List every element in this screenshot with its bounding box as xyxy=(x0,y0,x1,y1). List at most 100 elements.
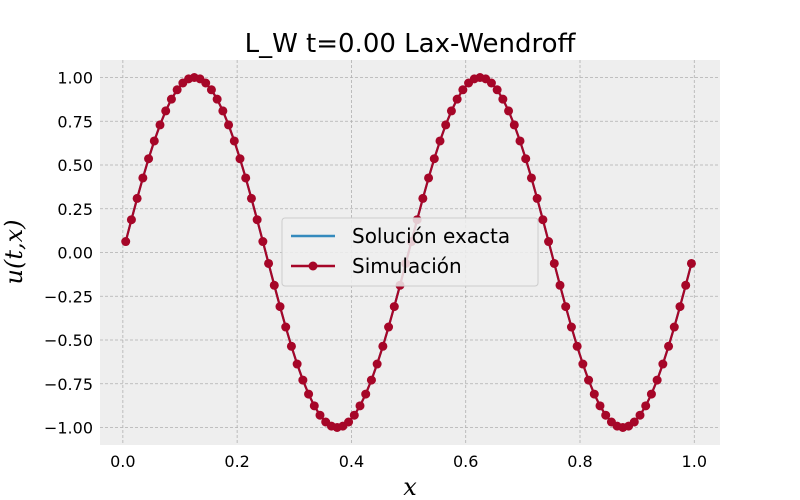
x-tick-label: 0.8 xyxy=(567,452,592,471)
data-point xyxy=(286,341,296,351)
y-tick-label: 1.00 xyxy=(57,69,93,88)
data-point xyxy=(149,136,159,146)
data-point xyxy=(121,237,131,247)
data-point xyxy=(144,154,154,164)
data-point xyxy=(578,359,588,369)
data-point xyxy=(246,193,256,203)
data-point xyxy=(515,136,525,146)
data-point xyxy=(269,280,279,290)
data-point xyxy=(532,193,542,203)
data-point xyxy=(349,410,359,420)
data-point xyxy=(549,258,559,268)
data-point xyxy=(378,341,388,351)
data-point xyxy=(561,302,571,312)
data-point xyxy=(384,322,394,332)
data-point xyxy=(235,154,245,164)
data-point xyxy=(389,302,399,312)
data-point xyxy=(658,359,668,369)
data-point xyxy=(241,173,251,183)
data-point xyxy=(601,410,611,420)
x-tick-label: 0.6 xyxy=(453,452,478,471)
data-point xyxy=(166,94,176,104)
data-point xyxy=(492,85,502,95)
data-point xyxy=(229,136,239,146)
x-tick-label: 1.0 xyxy=(682,452,707,471)
data-point xyxy=(572,341,582,351)
data-point xyxy=(201,78,211,88)
data-point xyxy=(681,280,691,290)
data-point xyxy=(486,78,496,88)
data-point xyxy=(435,136,445,146)
data-point xyxy=(452,94,462,104)
y-tick-label: 0.50 xyxy=(57,156,93,175)
data-point xyxy=(355,401,365,411)
data-point xyxy=(292,359,302,369)
data-point xyxy=(304,389,314,399)
data-point xyxy=(361,389,371,399)
data-point xyxy=(258,237,268,247)
y-tick-label: −0.50 xyxy=(44,331,93,350)
data-point xyxy=(652,375,662,385)
data-point xyxy=(526,173,536,183)
y-tick-label: 0.25 xyxy=(57,200,93,219)
chart-title: L_W t=0.00 Lax-Wendroff xyxy=(245,29,577,59)
legend-label-exact: Solución exacta xyxy=(352,224,510,248)
x-tick-label: 0.4 xyxy=(339,452,364,471)
data-point xyxy=(252,215,262,225)
data-point xyxy=(418,193,428,203)
data-point xyxy=(264,258,274,268)
y-tick-label: −0.75 xyxy=(44,375,93,394)
data-point xyxy=(504,106,514,116)
data-point xyxy=(212,94,222,104)
data-point xyxy=(641,401,651,411)
x-axis-label: x xyxy=(403,473,417,500)
data-point xyxy=(155,120,165,130)
y-ticks: −1.00 −0.75 −0.50 −0.25 0.00 0.25 0.50 0.75 1.00 xyxy=(44,69,93,438)
data-point xyxy=(629,417,639,427)
data-point xyxy=(429,154,439,164)
data-point xyxy=(555,280,565,290)
data-point xyxy=(218,106,228,116)
data-point xyxy=(206,85,216,95)
data-point xyxy=(366,375,376,385)
data-point xyxy=(275,302,285,312)
data-point xyxy=(161,106,171,116)
data-point xyxy=(281,322,291,332)
data-point xyxy=(441,120,451,130)
data-point xyxy=(509,120,519,130)
data-point xyxy=(172,85,182,95)
y-tick-label: 0.00 xyxy=(57,244,93,263)
x-tick-label: 0.0 xyxy=(110,452,135,471)
data-point xyxy=(646,389,656,399)
data-point xyxy=(315,410,325,420)
legend-box xyxy=(281,217,539,287)
legend: Solución exacta Simulación xyxy=(281,217,539,287)
data-point xyxy=(589,389,599,399)
data-point xyxy=(544,237,554,247)
data-point xyxy=(372,359,382,369)
data-point xyxy=(344,417,354,427)
y-axis-label: u(t,x) xyxy=(0,220,28,285)
data-point xyxy=(521,154,531,164)
data-point xyxy=(595,401,605,411)
data-point xyxy=(686,258,696,268)
data-point xyxy=(458,85,468,95)
data-point xyxy=(138,173,148,183)
y-tick-label: 0.75 xyxy=(57,112,93,131)
y-tick-label: −0.25 xyxy=(44,287,93,306)
data-point xyxy=(664,341,674,351)
data-point xyxy=(566,322,576,332)
data-point xyxy=(224,120,234,130)
data-point xyxy=(424,173,434,183)
y-tick-label: −1.00 xyxy=(44,419,93,438)
x-tick-label: 0.2 xyxy=(224,452,249,471)
data-point xyxy=(126,215,136,225)
data-point xyxy=(498,94,508,104)
legend-label-sim: Simulación xyxy=(352,254,462,278)
data-point xyxy=(298,375,308,385)
data-point xyxy=(584,375,594,385)
data-point xyxy=(446,106,456,116)
data-point xyxy=(669,322,679,332)
data-point xyxy=(132,193,142,203)
